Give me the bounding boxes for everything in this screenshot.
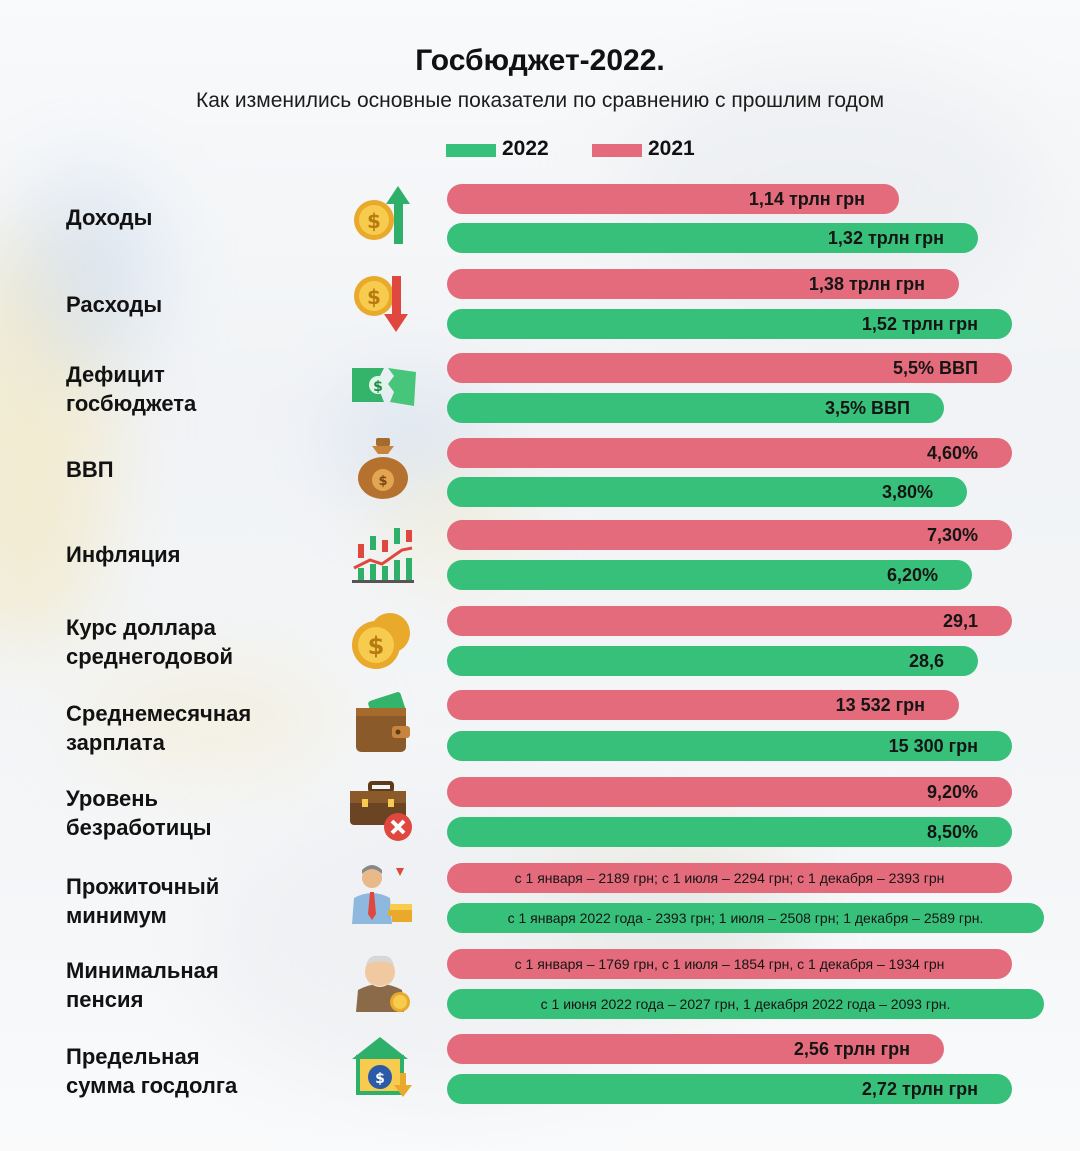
- bar-value-label-2022: с 1 июня 2022 года – 2027 грн, 1 декабря…: [540, 996, 951, 1012]
- category-label: Дефицит госбюджета: [66, 360, 336, 418]
- category-label: Курс доллара среднегодовой: [66, 613, 336, 671]
- category-label: Уровень безработицы: [66, 784, 336, 842]
- svg-text:$: $: [367, 209, 381, 233]
- bar-value-label-2021: 9,20%: [926, 781, 978, 802]
- bar-2021-row-2: 1,38 трлн грн: [447, 269, 959, 299]
- legend-swatch-2022: [446, 144, 496, 157]
- bar-value-label-2022: 6,20%: [886, 564, 938, 585]
- category-label: ВВП: [66, 455, 336, 484]
- coin-up-arrow-icon: $: [348, 184, 418, 248]
- legend-item-2022: 2022: [446, 136, 566, 162]
- bar-value-label-2022: с 1 января 2022 года - 2393 грн; 1 июля …: [507, 910, 984, 926]
- category-label-line: пенсия: [66, 987, 144, 1012]
- bar-value-label-2022: 1,32 трлн грн: [827, 227, 944, 248]
- category-label: Прожиточный минимум: [66, 872, 336, 930]
- bar-value-label-2021: 1,38 трлн грн: [808, 273, 925, 294]
- category-label-line: зарплата: [66, 730, 165, 755]
- bar-value-label-2021: 5,5% ВВП: [893, 357, 978, 378]
- legend-label-2022: 2022: [502, 137, 549, 160]
- bar-2022-row-3: 3,5% ВВП: [447, 393, 944, 423]
- category-label-line: Среднемесячная: [66, 701, 252, 726]
- bar-2022-row-1: 1,32 трлн грн: [447, 223, 978, 253]
- category-label-line: Расходы: [66, 292, 163, 317]
- elderly-man-icon: [348, 950, 418, 1014]
- svg-text:$: $: [378, 474, 387, 489]
- legend-label-2021: 2021: [648, 137, 695, 160]
- bar-2022-row-7: 15 300 грн: [447, 731, 1012, 761]
- category-label-line: сумма госдолга: [66, 1073, 238, 1098]
- bar-2021-row-10: с 1 января – 1769 грн, с 1 июля – 1854 г…: [447, 949, 1012, 979]
- category-label: Минимальная пенсия: [66, 956, 336, 1014]
- bar-value-label-2022: 28,6: [908, 650, 944, 671]
- svg-text:$: $: [375, 1071, 385, 1087]
- category-label-line: Дефицит: [66, 362, 165, 387]
- category-label: Предельная сумма госдолга: [66, 1042, 336, 1100]
- chart-subtitle: Как изменились основные показатели по ср…: [195, 89, 885, 112]
- bar-2021-row-4: 4,60%: [447, 438, 1012, 468]
- bar-2022-row-8: 8,50%: [447, 817, 1012, 847]
- bar-2021-row-1: 1,14 трлн грн: [447, 184, 899, 214]
- category-label-line: Курс доллара: [66, 615, 216, 640]
- category-label-line: Прожиточный: [66, 874, 220, 899]
- house-money-bag-icon: $: [348, 1035, 418, 1099]
- category-label: Инфляция: [66, 540, 336, 569]
- money-bag-icon: $: [348, 436, 418, 500]
- bar-value-label-2021: с 1 января – 2189 грн; с 1 июля – 2294 г…: [514, 870, 945, 886]
- wallet-icon: [348, 692, 418, 756]
- bar-value-label-2022: 3,80%: [881, 481, 933, 502]
- dollar-coins-icon: $: [348, 607, 418, 671]
- bar-value-label-2021: 1,14 трлн грн: [748, 188, 865, 209]
- svg-text:$: $: [367, 285, 381, 309]
- bar-2021-row-6: 29,1: [447, 606, 1012, 636]
- bar-value-label-2021: 7,30%: [926, 524, 978, 545]
- bar-value-label-2022: 2,72 трлн грн: [861, 1078, 978, 1099]
- legend-swatch-2021: [592, 144, 642, 157]
- bar-value-label-2022: 15 300 грн: [888, 735, 978, 756]
- bar-value-label-2021: 13 532 грн: [835, 694, 925, 715]
- category-label-line: Минимальная: [66, 958, 219, 983]
- category-label-line: Уровень: [66, 786, 159, 811]
- bar-value-label-2021: 2,56 трлн грн: [793, 1038, 910, 1059]
- bar-2022-row-2: 1,52 трлн грн: [447, 309, 1012, 339]
- category-label-line: безработицы: [66, 815, 212, 840]
- category-label-line: Инфляция: [66, 542, 181, 567]
- bar-2022-row-4: 3,80%: [447, 477, 967, 507]
- legend-item-2021: 2021: [592, 136, 712, 162]
- bar-2021-row-8: 9,20%: [447, 777, 1012, 807]
- category-label: Среднемесячная зарплата: [66, 699, 336, 757]
- bar-value-label-2021: 4,60%: [926, 442, 978, 463]
- bar-2022-row-6: 28,6: [447, 646, 978, 676]
- bar-2021-row-3: 5,5% ВВП: [447, 353, 1012, 383]
- man-coins-icon: [348, 864, 418, 928]
- coin-down-arrow-icon: $: [348, 272, 418, 336]
- bar-2022-row-10: с 1 июня 2022 года – 2027 грн, 1 декабря…: [447, 989, 1044, 1019]
- svg-text:$: $: [368, 632, 385, 660]
- bar-value-label-2022: 1,52 трлн грн: [861, 313, 978, 334]
- bar-2022-row-9: с 1 января 2022 года - 2393 грн; 1 июля …: [447, 903, 1044, 933]
- bar-2021-row-7: 13 532 грн: [447, 690, 959, 720]
- bar-value-label-2022: 8,50%: [926, 821, 978, 842]
- category-label-line: госбюджета: [66, 391, 197, 416]
- bar-2022-row-11: 2,72 трлн грн: [447, 1074, 1012, 1104]
- category-label-line: среднегодовой: [66, 644, 234, 669]
- bar-2021-row-11: 2,56 трлн грн: [447, 1034, 944, 1064]
- category-label: Расходы: [66, 290, 336, 319]
- torn-banknote-icon: $: [348, 354, 418, 418]
- category-label-line: Доходы: [66, 205, 153, 230]
- bar-2021-row-9: с 1 января – 2189 грн; с 1 июля – 2294 г…: [447, 863, 1012, 893]
- briefcase-cross-icon: [348, 779, 418, 843]
- chart-title: Госбюджет-2022.: [415, 44, 665, 77]
- bar-value-label-2021: 29,1: [942, 610, 978, 631]
- candlestick-chart-icon: [348, 522, 418, 586]
- bar-2021-row-5: 7,30%: [447, 520, 1012, 550]
- category-label-line: Предельная: [66, 1044, 200, 1069]
- category-label-line: минимум: [66, 903, 167, 928]
- bar-value-label-2021: с 1 января – 1769 грн, с 1 июля – 1854 г…: [514, 956, 945, 972]
- svg-text:$: $: [373, 379, 383, 395]
- category-label-line: ВВП: [66, 457, 114, 482]
- category-label: Доходы: [66, 203, 336, 232]
- bar-value-label-2022: 3,5% ВВП: [825, 397, 910, 418]
- bar-2022-row-5: 6,20%: [447, 560, 972, 590]
